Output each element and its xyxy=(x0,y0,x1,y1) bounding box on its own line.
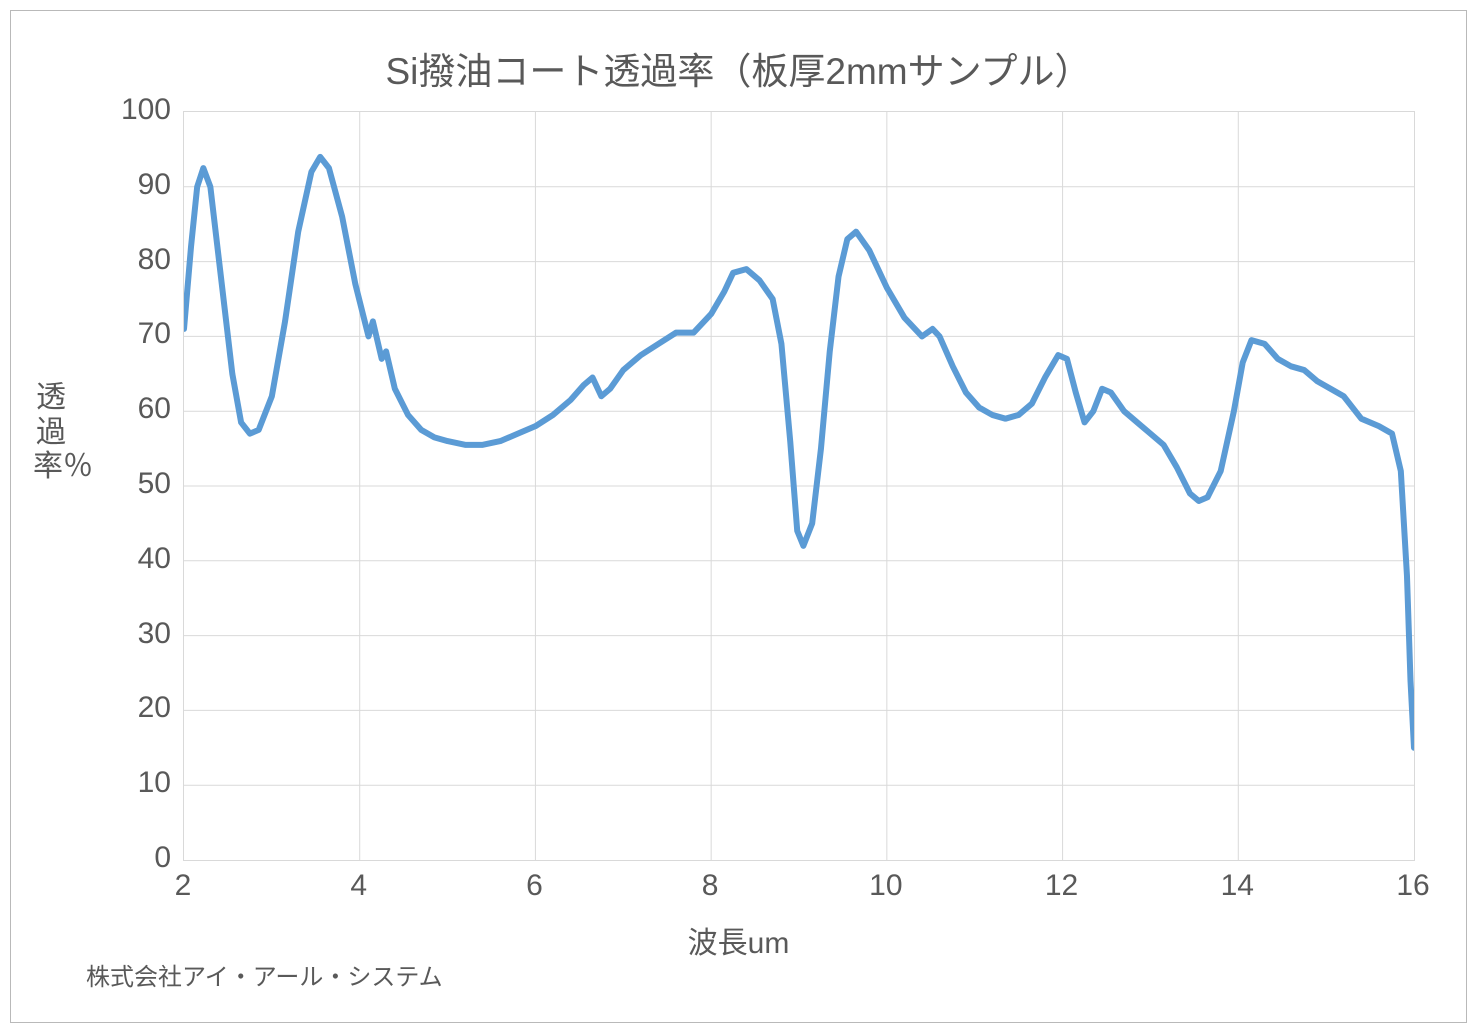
x-tick-label: 14 xyxy=(1221,869,1254,903)
y-tick-label: 90 xyxy=(91,168,171,202)
footer-company-label: 株式会社アイ・アール・システム xyxy=(86,957,443,992)
transmittance-line xyxy=(184,157,1414,748)
y-tick-label: 10 xyxy=(91,766,171,800)
chart-frame: Si撥油コート透過率（板厚2mmサンプル） 透過率％ 波長um 株式会社アイ・ア… xyxy=(10,10,1467,1023)
x-axis-title: 波長um xyxy=(11,918,1466,962)
y-tick-label: 100 xyxy=(91,93,171,127)
chart-title: Si撥油コート透過率（板厚2mmサンプル） xyxy=(11,41,1466,95)
x-tick-label: 12 xyxy=(1045,869,1078,903)
plot-area xyxy=(183,111,1415,861)
x-tick-label: 4 xyxy=(350,869,367,903)
y-tick-label: 20 xyxy=(91,691,171,725)
x-tick-label: 6 xyxy=(526,869,543,903)
plot-svg xyxy=(184,112,1414,860)
y-axis-title: 透過率％ xyxy=(33,381,69,485)
y-tick-label: 50 xyxy=(91,467,171,501)
y-tick-label: 30 xyxy=(91,617,171,651)
y-tick-label: 60 xyxy=(91,392,171,426)
x-tick-label: 10 xyxy=(869,869,902,903)
x-tick-label: 8 xyxy=(702,869,719,903)
y-tick-label: 0 xyxy=(91,841,171,875)
x-tick-label: 16 xyxy=(1396,869,1429,903)
y-tick-label: 80 xyxy=(91,243,171,277)
x-tick-label: 2 xyxy=(175,869,192,903)
y-tick-label: 70 xyxy=(91,317,171,351)
y-tick-label: 40 xyxy=(91,542,171,576)
